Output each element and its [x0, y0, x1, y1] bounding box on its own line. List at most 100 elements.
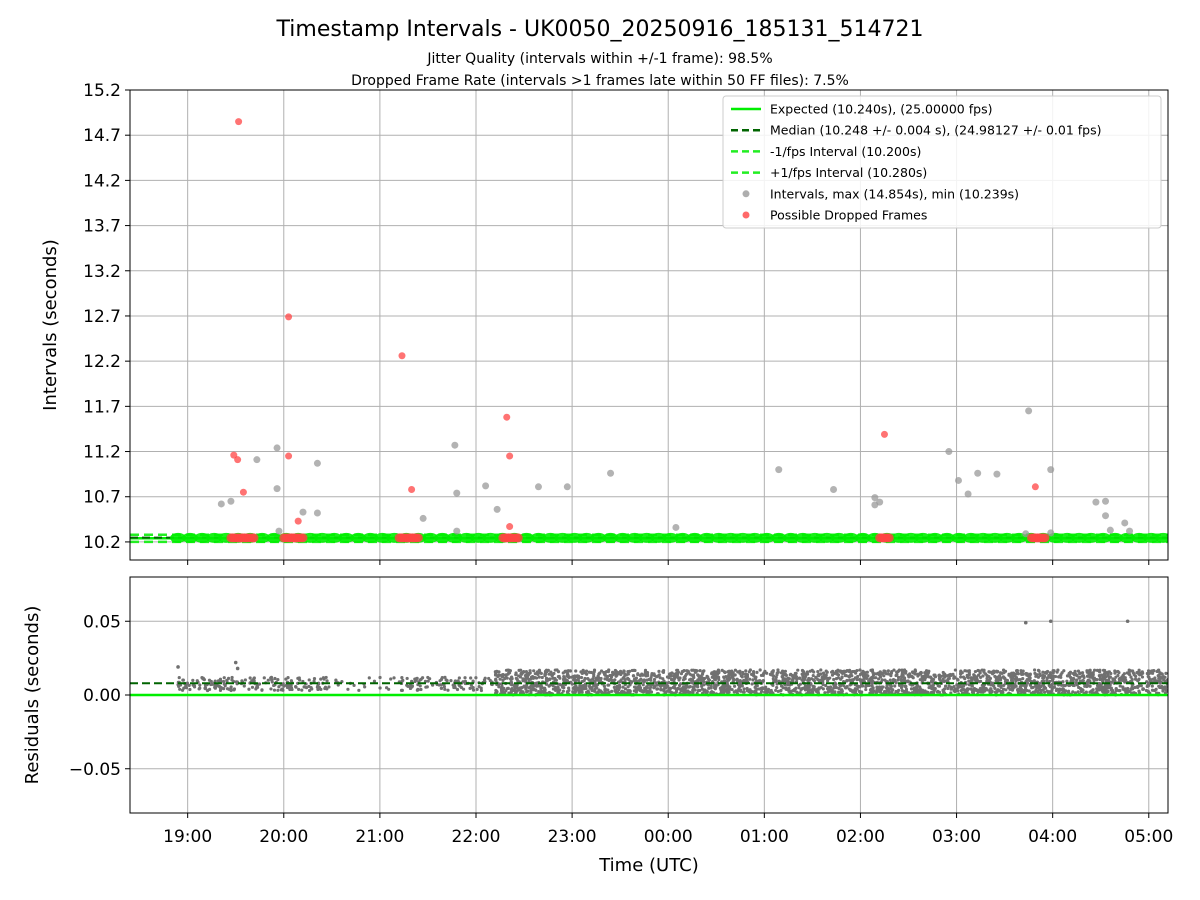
residual-point: [1034, 674, 1038, 678]
residual-point: [679, 672, 684, 676]
residual-point: [617, 684, 621, 688]
residual-point: [634, 679, 639, 683]
residual-point: [721, 683, 725, 688]
interval-point: [876, 498, 884, 506]
residual-point: [669, 674, 673, 678]
baseline-interval-point: [518, 532, 535, 543]
residual-point: [693, 688, 697, 692]
baseline-interval-point: [890, 532, 907, 543]
residual-point: [885, 686, 889, 690]
residual-point: [477, 684, 481, 689]
legend-items: Expected (10.240s), (25.00000 fps) Median…: [731, 102, 1101, 223]
residual-point: [770, 690, 774, 694]
residual-point: [385, 686, 389, 690]
interval-point: [313, 509, 321, 517]
baseline-interval-point: [266, 532, 283, 543]
residual-point: [720, 687, 724, 691]
residual-point: [702, 680, 706, 684]
residual-point: [857, 677, 862, 682]
residual-point: [281, 682, 285, 686]
residual-point: [821, 682, 825, 687]
dropped-frame-point: [506, 452, 514, 460]
residual-point: [649, 685, 653, 689]
residual-point: [1156, 674, 1160, 678]
baseline-interval-point: [206, 532, 223, 543]
residual-point: [336, 683, 340, 687]
residual-point: [528, 669, 532, 673]
residual-point: [571, 686, 575, 690]
residuals-x-ticks: 19:00 20:00 21:00 22:00 23:00 00:00 01:00 02:00…: [163, 813, 1173, 847]
residual-point: [856, 674, 860, 679]
residual-point: [593, 687, 597, 691]
residual-point: [896, 675, 901, 679]
residual-point: [378, 675, 382, 680]
residual-point: [701, 676, 706, 680]
residual-point: [506, 686, 510, 690]
residual-point: [828, 685, 833, 689]
baseline-interval-point: [482, 532, 499, 543]
residual-point: [992, 669, 996, 673]
residual-point: [996, 669, 1000, 674]
baseline-interval-point: [938, 532, 955, 543]
dropped-frame-point: [298, 533, 308, 543]
interval-point: [453, 527, 461, 535]
residual-point: [517, 674, 521, 678]
residual-point: [812, 670, 816, 674]
residual-point: [805, 686, 809, 690]
residual-point: [879, 687, 884, 691]
residual-point: [991, 683, 995, 687]
residual-point: [537, 689, 541, 694]
residual-point: [783, 672, 788, 676]
baseline-interval-point: [662, 532, 679, 543]
residual-point: [591, 677, 595, 681]
residual-point: [918, 688, 922, 693]
residual-point: [229, 685, 233, 689]
residual-point: [272, 683, 276, 688]
residual-point: [494, 688, 498, 693]
residual-point: [516, 687, 520, 691]
residual-point: [178, 683, 183, 687]
residual-point: [913, 669, 918, 673]
residual-point: [910, 674, 914, 679]
residual-point: [508, 691, 512, 695]
dropped-frame-point: [239, 488, 247, 496]
residual-point: [408, 685, 412, 689]
residual-point: [1018, 685, 1022, 689]
dropped-frame-point: [234, 456, 242, 464]
residual-point: [719, 690, 723, 695]
residual-point: [909, 687, 914, 691]
residual-point: [597, 679, 601, 683]
residual-point: [611, 679, 615, 683]
residual-point: [1097, 673, 1101, 678]
residual-point: [679, 682, 683, 686]
residual-point: [894, 681, 898, 685]
residual-point: [1137, 668, 1141, 672]
residual-point: [645, 689, 649, 693]
residual-point: [890, 669, 894, 674]
residual-point: [797, 686, 801, 690]
residual-point: [883, 678, 887, 682]
residual-point: [266, 678, 270, 682]
residual-point: [213, 679, 217, 683]
residual-point: [824, 683, 828, 688]
residual-point: [655, 683, 659, 687]
residual-point: [1042, 690, 1047, 694]
interval-point: [1047, 529, 1055, 537]
residual-point: [698, 688, 702, 693]
residual-point: [1129, 675, 1133, 679]
residual-point: [572, 675, 576, 680]
residual-point: [894, 673, 898, 678]
residual-point: [623, 677, 627, 682]
legend-label: -1/fps Interval (10.200s): [770, 144, 921, 159]
residual-point: [689, 677, 693, 681]
residual-point: [1028, 672, 1032, 676]
residual-point: [586, 677, 590, 681]
residual-point: [681, 678, 686, 682]
residual-point: [800, 678, 804, 682]
residual-point: [197, 687, 201, 691]
residual-point: [269, 687, 273, 691]
residual-point: [555, 668, 559, 672]
residuals-x-tick-label: 05:00: [1124, 827, 1173, 847]
residual-point: [230, 675, 234, 680]
residual-point: [276, 677, 280, 682]
